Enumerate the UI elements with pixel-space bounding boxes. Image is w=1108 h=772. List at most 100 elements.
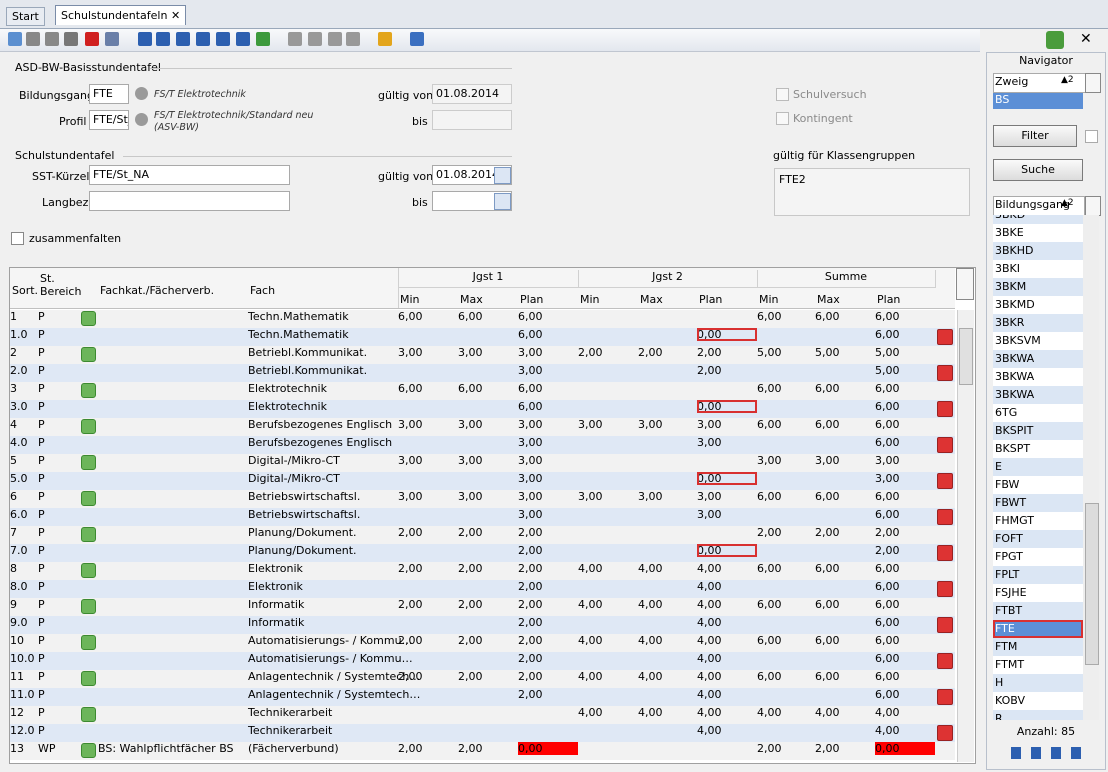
refresh-button[interactable] [1046,31,1064,49]
toolbar-button[interactable] [410,32,424,46]
add-button[interactable] [81,347,96,362]
toolbar-button[interactable] [176,32,190,46]
list-item[interactable]: BKSPT [993,440,1083,458]
list-item[interactable]: 3BKWA [993,350,1083,368]
add-button[interactable] [81,311,96,326]
toolbar-button[interactable] [196,32,210,46]
list-item[interactable]: FPLT [993,566,1083,584]
input[interactable] [89,191,290,211]
input[interactable]: FTE [89,84,129,104]
toolbar-button[interactable] [105,32,119,46]
nav-button[interactable] [1051,747,1061,759]
tab[interactable]: Start [6,7,45,26]
delete-button[interactable] [937,545,953,561]
input[interactable]: FTE/St_NA [89,165,290,185]
search-button[interactable]: Suche [993,159,1083,181]
toolbar-button[interactable] [256,32,270,46]
toolbar-button[interactable] [156,32,170,46]
list-item[interactable]: 3BKMD [993,296,1083,314]
checkbox[interactable] [11,232,24,245]
add-button[interactable] [81,455,96,470]
toolbar-button[interactable] [236,32,250,46]
list-item-selected[interactable]: BS [993,93,1083,109]
list-item[interactable]: FTMT [993,656,1083,674]
list-item[interactable]: H [993,674,1083,692]
list-item[interactable]: 3BKI [993,260,1083,278]
toolbar-button[interactable] [8,32,22,46]
list-item[interactable]: FPGT [993,548,1083,566]
list-item[interactable]: 3BKHD [993,242,1083,260]
toolbar-button[interactable] [26,32,40,46]
add-button[interactable] [81,563,96,578]
dropdown-button[interactable] [494,193,511,210]
list-item[interactable]: BKSPIT [993,422,1083,440]
column-chooser[interactable] [1085,73,1101,93]
add-button[interactable] [81,419,96,434]
checkbox[interactable] [776,112,789,125]
delete-button[interactable] [937,581,953,597]
close-button[interactable]: ✕ [1080,31,1092,47]
list-item[interactable]: 3BKWA [993,368,1083,386]
checkbox[interactable] [1085,130,1098,143]
add-button[interactable] [81,599,96,614]
add-button[interactable] [81,707,96,722]
list-item[interactable]: 3BKR [993,314,1083,332]
toolbar-button[interactable] [328,32,342,46]
date-input[interactable] [432,110,512,130]
add-button[interactable] [81,635,96,650]
list-item[interactable]: KOBV [993,692,1083,710]
list-item[interactable]: FTBT [993,602,1083,620]
scroll-thumb[interactable] [959,328,973,385]
add-button[interactable] [81,527,96,542]
list-item[interactable]: 3BKWA [993,386,1083,404]
add-button[interactable] [81,383,96,398]
nav-button[interactable] [1031,747,1041,759]
dropdown-button[interactable] [494,167,511,184]
toolbar-button[interactable] [64,32,78,46]
list-item[interactable]: 6TG [993,404,1083,422]
toolbar-button[interactable] [288,32,302,46]
delete-button[interactable] [937,329,953,345]
delete-button[interactable] [937,437,953,453]
list-item[interactable]: FTE [993,620,1083,638]
toolbar-button[interactable] [378,32,392,46]
delete-button[interactable] [937,473,953,489]
toolbar-button[interactable] [216,32,230,46]
list-item[interactable]: FBWT [993,494,1083,512]
toolbar-button[interactable] [138,32,152,46]
list-item[interactable]: 3BKSVM [993,332,1083,350]
toolbar-button[interactable] [308,32,322,46]
checkbox[interactable] [776,88,789,101]
list-item[interactable]: 3BKD [993,215,1083,224]
date-input[interactable]: 01.08.2014 [432,84,512,104]
list-item[interactable]: FHMGT [993,512,1083,530]
nav-button[interactable] [1011,747,1021,759]
tab-active[interactable]: Schulstundentafeln ✕ [55,5,186,25]
delete-button[interactable] [937,725,953,741]
toolbar-button[interactable] [346,32,360,46]
list-item[interactable]: R [993,710,1083,720]
list-item[interactable]: FBW [993,476,1083,494]
add-button[interactable] [81,491,96,506]
add-button[interactable] [81,743,96,758]
column-chooser[interactable] [956,268,974,300]
scroll-thumb[interactable] [1085,503,1099,665]
add-button[interactable] [81,671,96,686]
delete-button[interactable] [937,617,953,633]
column-chooser[interactable] [1085,196,1101,216]
delete-button[interactable] [937,401,953,417]
list-item[interactable]: FOFT [993,530,1083,548]
delete-button[interactable] [937,653,953,669]
nav-button[interactable] [1071,747,1081,759]
toolbar-button[interactable] [45,32,59,46]
list-item[interactable]: 3BKM [993,278,1083,296]
input[interactable]: FTE/St_ [89,110,129,130]
delete-button[interactable] [937,689,953,705]
list-item[interactable]: 3BKE [993,224,1083,242]
filter-button[interactable]: Filter [993,125,1077,147]
delete-button[interactable] [937,509,953,525]
list-item[interactable]: FSJHE [993,584,1083,602]
list-item[interactable]: E [993,458,1083,476]
list-item[interactable]: FTM [993,638,1083,656]
toolbar-button[interactable] [85,32,99,46]
